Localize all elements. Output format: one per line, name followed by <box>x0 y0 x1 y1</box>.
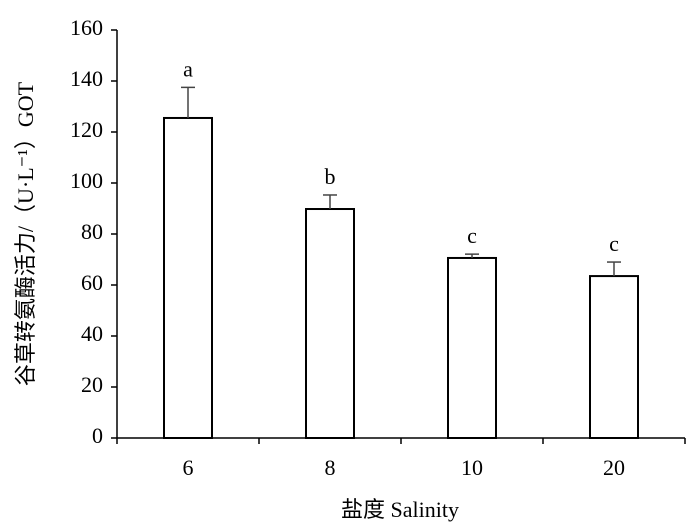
x-axis-label: 盐度 Salinity <box>341 497 459 522</box>
y-tick-label: 120 <box>70 117 103 142</box>
y-tick-label: 100 <box>70 168 103 193</box>
error-bar <box>465 253 479 258</box>
x-tick-label: 10 <box>461 455 483 480</box>
y-tick-label: 0 <box>92 423 103 448</box>
y-tick-label: 80 <box>81 219 103 244</box>
x-tick-label: 8 <box>325 455 336 480</box>
value-label: b <box>325 164 336 189</box>
y-tick-label: 60 <box>81 270 103 295</box>
bar <box>589 275 639 440</box>
y-tick-label: 20 <box>81 372 103 397</box>
bar <box>305 208 355 439</box>
error-bar <box>181 86 195 118</box>
error-bar <box>607 261 621 277</box>
bar <box>447 256 497 439</box>
x-tick-label: 20 <box>603 455 625 480</box>
y-tick-label: 40 <box>81 321 103 346</box>
bar <box>163 116 213 439</box>
value-label: c <box>609 231 619 256</box>
y-tick-label: 140 <box>70 66 103 91</box>
value-label: c <box>467 223 477 248</box>
y-axis-label: 谷草转氨酶活力/（U·L⁻¹）GOT <box>13 81 38 386</box>
x-tick-label: 6 <box>183 455 194 480</box>
value-label: a <box>183 56 193 81</box>
error-bar <box>323 194 337 210</box>
y-tick-label: 160 <box>70 15 103 40</box>
